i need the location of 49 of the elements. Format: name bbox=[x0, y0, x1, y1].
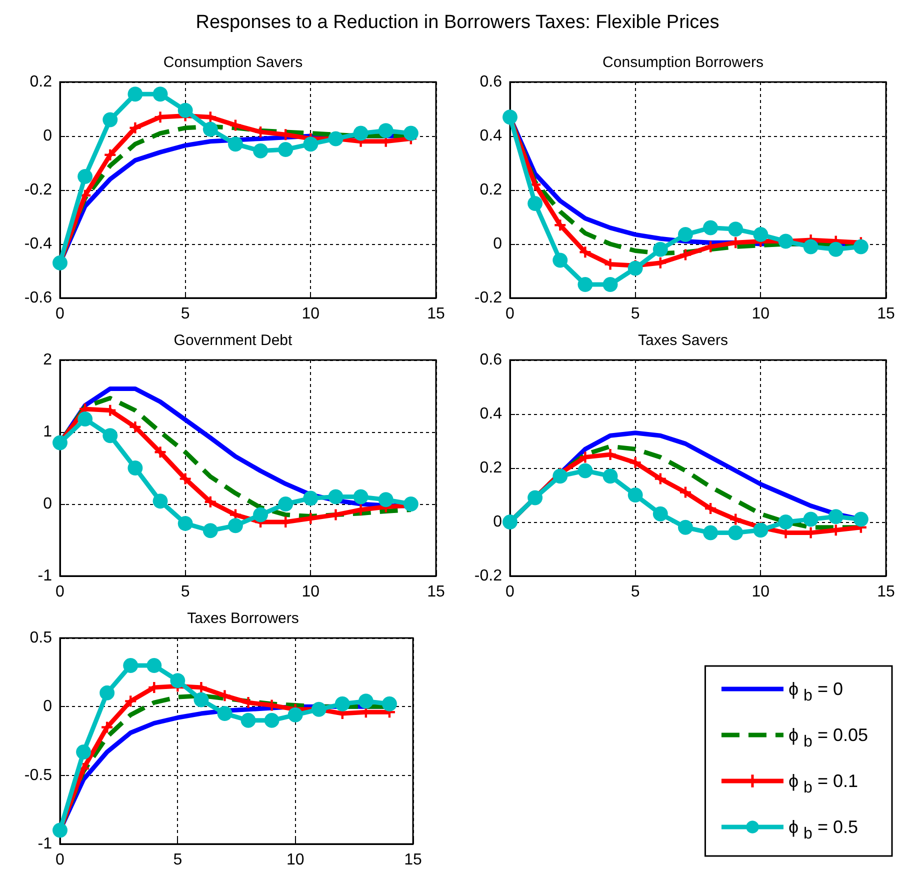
y-tick-label: 0.5 bbox=[30, 630, 52, 646]
y-tick-label: 0.2 bbox=[30, 74, 52, 90]
y-tick-label: 1 bbox=[43, 424, 52, 440]
chart-title: Taxes Savers bbox=[637, 332, 728, 349]
x-tick-label: 5 bbox=[180, 584, 190, 600]
chart-title: Consumption Savers bbox=[163, 54, 303, 71]
y-tick-label: -0.5 bbox=[24, 766, 52, 784]
y-tick-label: -1 bbox=[38, 568, 52, 584]
x-tick-label: 15 bbox=[404, 852, 422, 868]
x-tick-label: 15 bbox=[876, 306, 894, 322]
y-tick-label: 0.6 bbox=[479, 352, 502, 368]
y-tick-label: 0 bbox=[492, 236, 502, 252]
y-tick-label: -0.4 bbox=[24, 236, 52, 252]
x-tick-label: 5 bbox=[630, 306, 640, 322]
x-tick-label: 0 bbox=[505, 584, 514, 600]
y-tick-label: 0.4 bbox=[479, 128, 502, 144]
y-tick-label: 0.4 bbox=[479, 406, 502, 422]
x-tick-label: 15 bbox=[427, 306, 445, 322]
x-tick-label: 5 bbox=[173, 852, 182, 868]
x-tick-label: 0 bbox=[56, 584, 65, 600]
x-tick-label: 0 bbox=[56, 306, 65, 322]
y-tick-label: 0 bbox=[43, 698, 52, 716]
y-tick-label: -1 bbox=[38, 836, 52, 852]
x-tick-label: 10 bbox=[751, 584, 770, 600]
y-tick-label: 2 bbox=[43, 352, 52, 368]
text: Responses to a Reduction in Borrowers Taxes: Flexible Prices bbox=[194, 11, 720, 35]
x-tick-label: 0 bbox=[505, 306, 514, 322]
y-tick-label: 0.6 bbox=[479, 74, 502, 90]
x-tick-label: 10 bbox=[751, 306, 770, 322]
chart-title: Taxes Borrowers bbox=[187, 610, 299, 627]
chart-title: Consumption Borrowers bbox=[602, 54, 763, 71]
y-tick-label: 0 bbox=[43, 128, 52, 144]
y-tick-label: -0.2 bbox=[474, 290, 502, 306]
x-tick-label: 10 bbox=[302, 306, 320, 322]
x-tick-label: 10 bbox=[302, 584, 320, 600]
x-tick-label: 0 bbox=[56, 852, 65, 868]
y-tick-label: -0.2 bbox=[24, 182, 52, 198]
y-tick-label: 0 bbox=[43, 496, 52, 512]
y-tick-label: -0.6 bbox=[24, 290, 52, 306]
y-tick-label: 0.2 bbox=[479, 182, 502, 198]
y-tick-label: 0.2 bbox=[479, 460, 502, 476]
x-tick-label: 5 bbox=[180, 306, 190, 322]
x-tick-label: 15 bbox=[427, 584, 445, 600]
x-tick-label: 5 bbox=[630, 584, 640, 600]
y-tick-label: -0.2 bbox=[474, 568, 502, 584]
y-tick-label: 0 bbox=[492, 514, 502, 530]
x-tick-label: 10 bbox=[286, 852, 304, 868]
x-tick-label: 15 bbox=[876, 584, 894, 600]
chart-title: Government Debt bbox=[174, 332, 294, 349]
